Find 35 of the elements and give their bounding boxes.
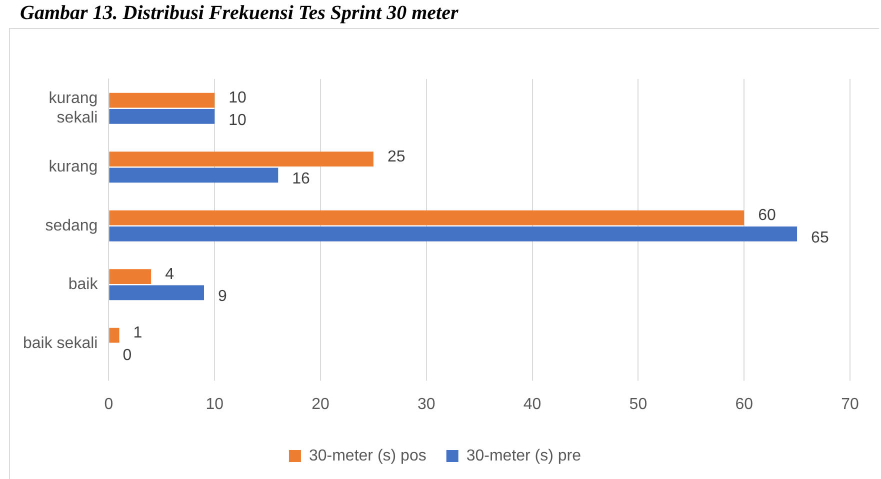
y-tick-label: baik <box>68 276 99 294</box>
bar <box>109 152 374 166</box>
bar <box>109 285 204 300</box>
data-label: 10 <box>228 112 246 129</box>
data-label: 60 <box>758 207 776 224</box>
data-label: 25 <box>387 148 406 166</box>
data-label: 4 <box>165 266 174 283</box>
x-tick-label: 20 <box>312 396 330 413</box>
data-label: 10 <box>228 90 246 107</box>
x-tick-label: 70 <box>841 396 859 413</box>
bar <box>109 269 152 284</box>
bar <box>109 168 278 183</box>
y-tick-label: sedang <box>45 217 98 234</box>
data-label: 65 <box>811 229 829 246</box>
data-label: 16 <box>292 170 310 188</box>
x-tick-label: 0 <box>104 396 114 413</box>
x-tick-label: 40 <box>523 396 542 413</box>
bar <box>109 109 215 124</box>
legend-label: 30-meter (s) pre <box>466 447 582 464</box>
x-tick-label: 10 <box>206 396 224 413</box>
bar <box>109 92 215 108</box>
bar <box>109 226 798 242</box>
data-label: 0 <box>122 346 132 364</box>
data-label: 1 <box>133 324 142 342</box>
y-tick-label: baik sekali <box>23 334 98 352</box>
data-label: 9 <box>218 288 228 306</box>
y-tick-label: kurang sekali <box>48 90 98 126</box>
chart-title: Gambar 13. Distribusi Frekuensi Tes Sprint 30 meter <box>19 1 460 26</box>
bar <box>109 210 744 226</box>
bar <box>109 328 120 343</box>
x-tick-label: 60 <box>735 396 754 413</box>
x-tick-label: 30 <box>418 396 436 413</box>
legend-label: 30-meter (s) pos <box>308 447 426 464</box>
y-tick-label: kurang <box>48 158 98 176</box>
x-tick-label: 50 <box>629 396 648 413</box>
